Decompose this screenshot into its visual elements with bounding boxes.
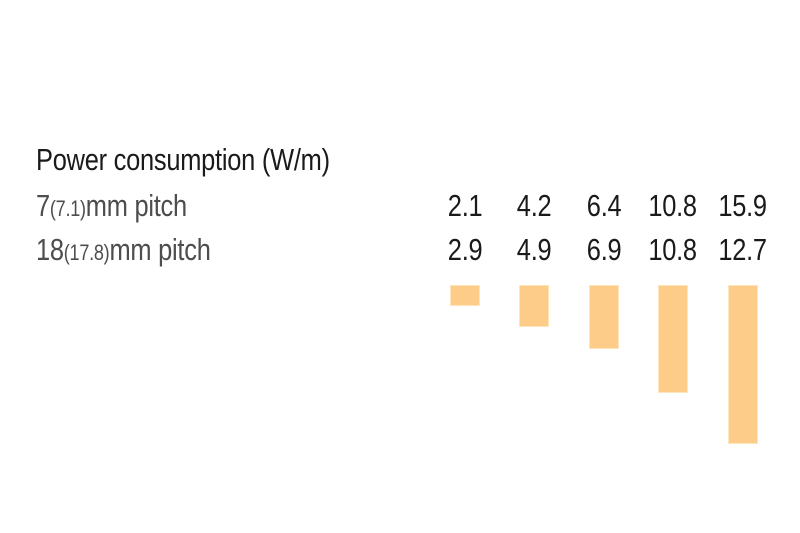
value-18mm-col5: 12.7 xyxy=(718,232,768,267)
bar-group xyxy=(0,285,800,485)
row-label-suffix: mm pitch xyxy=(109,232,211,267)
chart-title-text: Power consumption (W/m) xyxy=(36,142,330,177)
value-18mm-col1: 2.9 xyxy=(447,232,483,267)
value-18mm-col3: 6.9 xyxy=(586,232,622,267)
bar-col3 xyxy=(589,285,619,349)
row-label-7mm-pitch: 7(7.1)mm pitch xyxy=(36,190,220,221)
value-7mm-col5: 15.9 xyxy=(718,188,768,223)
chart-title: Power consumption (W/m) xyxy=(36,144,394,175)
bar-col2 xyxy=(519,285,549,327)
value-7mm-col4: 10.8 xyxy=(648,188,698,223)
value-18mm-col2: 4.9 xyxy=(516,232,552,267)
bar-col1 xyxy=(450,285,480,306)
value-7mm-col3: 6.4 xyxy=(586,188,622,223)
row-label-prefix: 7 xyxy=(36,188,50,223)
row-18mm-pitch: 18(17.8)mm pitch 2.9 4.9 6.9 10.8 12.7 xyxy=(0,234,800,270)
row-label-18mm-pitch: 18(17.8)mm pitch xyxy=(36,234,249,265)
row-label-suffix: mm pitch xyxy=(85,188,187,223)
row-label-paren: (7.1) xyxy=(49,196,86,221)
value-7mm-col2: 4.2 xyxy=(516,188,552,223)
value-18mm-col4: 10.8 xyxy=(648,232,698,267)
row-7mm-pitch: 7(7.1)mm pitch 2.1 4.2 6.4 10.8 15.9 xyxy=(0,190,800,226)
value-7mm-col1: 2.1 xyxy=(447,188,483,223)
bar-col5 xyxy=(728,285,758,444)
bar-col4 xyxy=(658,285,688,393)
row-label-prefix: 18 xyxy=(36,232,64,267)
row-label-paren: (17.8) xyxy=(63,240,110,265)
